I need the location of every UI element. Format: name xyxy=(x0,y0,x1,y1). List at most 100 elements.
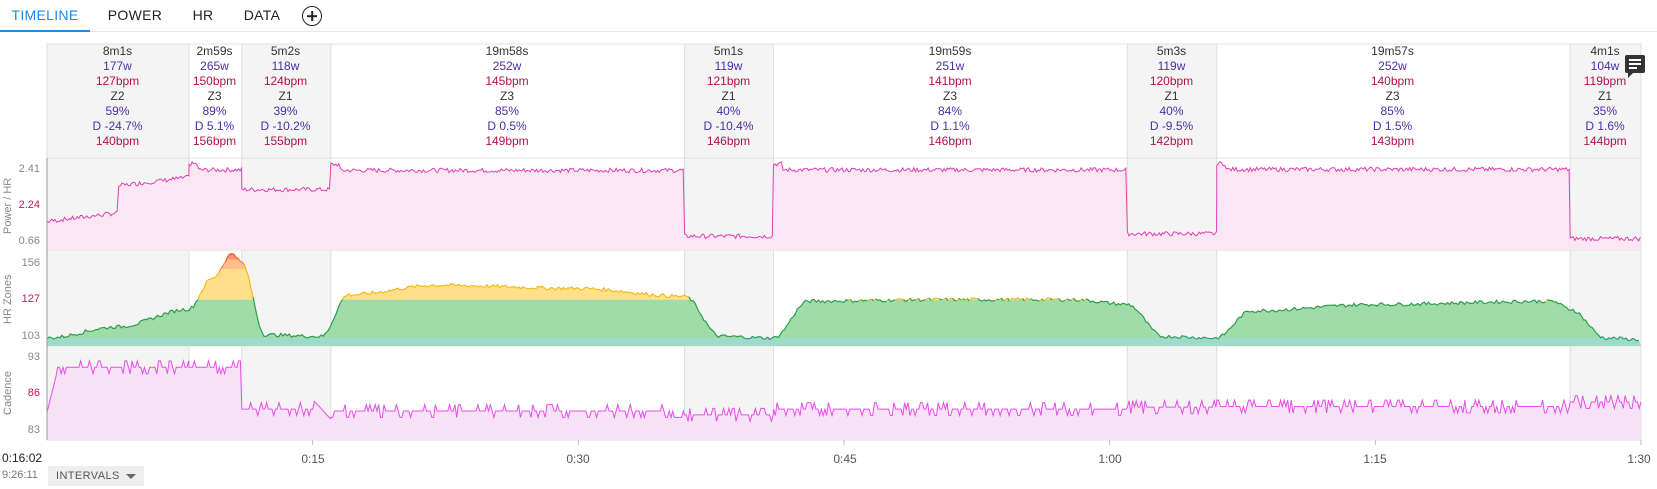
hr-line xyxy=(1179,335,1187,339)
interval-avg-hr: 145bpm xyxy=(485,74,529,88)
interval-summary[interactable]: 19m58s 252w 145bpm Z3 85% D 0.5% 149bpm xyxy=(330,44,684,158)
hr-line xyxy=(1168,334,1172,339)
x-tick: 0:45 xyxy=(833,452,857,466)
hr-line xyxy=(1217,299,1546,340)
hr-line xyxy=(1544,299,1548,303)
interval-summaries: 8m1s 177w 127bpm Z2 59% D -24.7% 140bpm … xyxy=(0,44,1657,158)
interval-max-hr: 143bpm xyxy=(1370,134,1415,148)
hr-line xyxy=(994,298,998,301)
interval-duration: 19m57s xyxy=(1371,44,1414,58)
hr-line xyxy=(1164,334,1170,339)
hr-line xyxy=(1052,297,1059,301)
hr-line xyxy=(1623,337,1627,340)
interval-summary[interactable]: 2m59s 265w 150bpm Z3 89% D 5.1% 156bpm xyxy=(188,44,241,158)
hr-line xyxy=(760,336,766,340)
cursor-elapsed-time: 0:16:02 xyxy=(2,451,43,465)
interval-summary[interactable]: 19m59s 251w 141bpm Z3 84% D 1.1% 146bpm xyxy=(773,44,1127,158)
hr-zone-band xyxy=(47,338,1641,346)
hr-line xyxy=(888,298,896,303)
hr-line xyxy=(996,298,1000,301)
hr-line xyxy=(1064,298,1068,301)
interval-drift: D -24.7% xyxy=(92,119,143,133)
interval-avg-hr: 140bpm xyxy=(1370,74,1415,88)
hr-line xyxy=(750,335,754,339)
interval-max-hr: 155bpm xyxy=(263,134,308,148)
hr-line xyxy=(1086,298,1163,338)
interval-avg-hr: 127bpm xyxy=(95,74,140,88)
interval-summary[interactable]: 19m57s 252w 140bpm Z3 85% D 1.5% 143bpm xyxy=(1216,44,1569,158)
interval-summary[interactable]: 4m1s 104w 119bpm Z1 35% D 1.6% 144bpm xyxy=(1569,44,1641,158)
timeline-chart[interactable] xyxy=(0,40,1657,446)
hr-line xyxy=(752,335,756,339)
y-label-cadence-mid: 86 xyxy=(27,387,40,399)
interval-summary[interactable]: 8m1s 177w 127bpm Z2 59% D -24.7% 140bpm xyxy=(47,44,188,158)
interval-duration: 5m3s xyxy=(1156,44,1187,58)
interval-intensity: 39% xyxy=(273,104,298,118)
interval-drift: D -10.2% xyxy=(260,119,311,133)
tab-data[interactable]: DATA xyxy=(243,7,281,23)
interval-drift: D 1.1% xyxy=(930,119,970,133)
y-label-cadence-top: 93 xyxy=(27,351,40,363)
hr-line xyxy=(1621,336,1625,340)
hr-line xyxy=(1610,336,1614,340)
interval-zone: Z1 xyxy=(721,89,736,103)
tab-hr[interactable]: HR xyxy=(192,7,214,23)
interval-intensity: 40% xyxy=(1159,104,1184,118)
hr-line xyxy=(960,298,964,301)
interval-zone: Z1 xyxy=(1164,89,1179,103)
interval-zone: Z1 xyxy=(1597,89,1612,103)
hr-line xyxy=(46,336,52,340)
interval-max-hr: 144bpm xyxy=(1583,134,1627,148)
hr-line xyxy=(1625,337,1640,342)
interval-intensity: 85% xyxy=(494,104,520,118)
interval-intensity: 89% xyxy=(202,104,227,118)
x-tick: 1:00 xyxy=(1098,452,1122,466)
interval-intensity: 35% xyxy=(1592,104,1618,118)
cadence-line xyxy=(46,359,1642,424)
x-tick: 0:30 xyxy=(566,452,590,466)
cadence-area xyxy=(47,360,1641,440)
interval-drift: D 5.1% xyxy=(194,119,235,133)
hr-line xyxy=(909,297,917,302)
interval-duration: 2m59s xyxy=(196,44,233,58)
hr-line xyxy=(858,299,862,302)
interval-avg-watts: 252w xyxy=(492,59,522,73)
x-tick: 1:30 xyxy=(1627,452,1651,466)
hr-line xyxy=(1049,297,1053,301)
hr-line xyxy=(1547,298,1603,339)
hr-line xyxy=(1200,336,1206,340)
hr-line xyxy=(849,298,860,304)
interval-intensity: 59% xyxy=(105,104,130,118)
interval-drift: D -10.4% xyxy=(703,119,754,133)
interval-zone: Z2 xyxy=(110,89,125,103)
interval-duration: 5m1s xyxy=(713,44,744,58)
hr-line xyxy=(1192,336,1198,340)
hr-line xyxy=(1058,298,1066,303)
hr-line xyxy=(1617,336,1623,340)
interval-summary[interactable]: 5m3s 119w 120bpm Z1 40% D -9.5% 142bpm xyxy=(1127,44,1216,158)
hr-line xyxy=(873,298,877,301)
interval-avg-watts: 119w xyxy=(714,59,743,73)
hr-line xyxy=(767,336,773,341)
hr-line xyxy=(968,297,978,302)
interval-summary[interactable]: 5m2s 118w 124bpm Z1 39% D -10.2% 155bpm xyxy=(241,44,330,158)
hr-line xyxy=(197,271,220,300)
hr-line xyxy=(688,296,745,339)
hr-line xyxy=(924,297,930,301)
interval-duration: 19m58s xyxy=(485,44,529,58)
hr-line xyxy=(1190,336,1193,339)
hr-line xyxy=(1171,336,1176,339)
intervals-dropdown[interactable]: INTERVALS xyxy=(48,466,144,486)
hr-line xyxy=(1079,298,1083,302)
plus-circle-icon[interactable] xyxy=(302,6,322,26)
tab-power[interactable]: POWER xyxy=(107,7,163,23)
hr-line xyxy=(917,297,925,303)
interval-summary[interactable]: 5m1s 119w 121bpm Z1 40% D -10.4% 146bpm xyxy=(684,44,773,158)
hr-line xyxy=(218,261,226,273)
hr-line xyxy=(341,282,689,301)
comment-icon[interactable] xyxy=(1625,55,1645,78)
hr-line xyxy=(903,299,909,303)
interval-max-hr: 146bpm xyxy=(928,134,972,148)
tab-timeline[interactable]: TIMELINE xyxy=(0,0,90,32)
hr-line xyxy=(875,298,887,303)
